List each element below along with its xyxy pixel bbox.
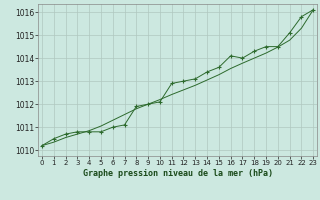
X-axis label: Graphe pression niveau de la mer (hPa): Graphe pression niveau de la mer (hPa)	[83, 169, 273, 178]
